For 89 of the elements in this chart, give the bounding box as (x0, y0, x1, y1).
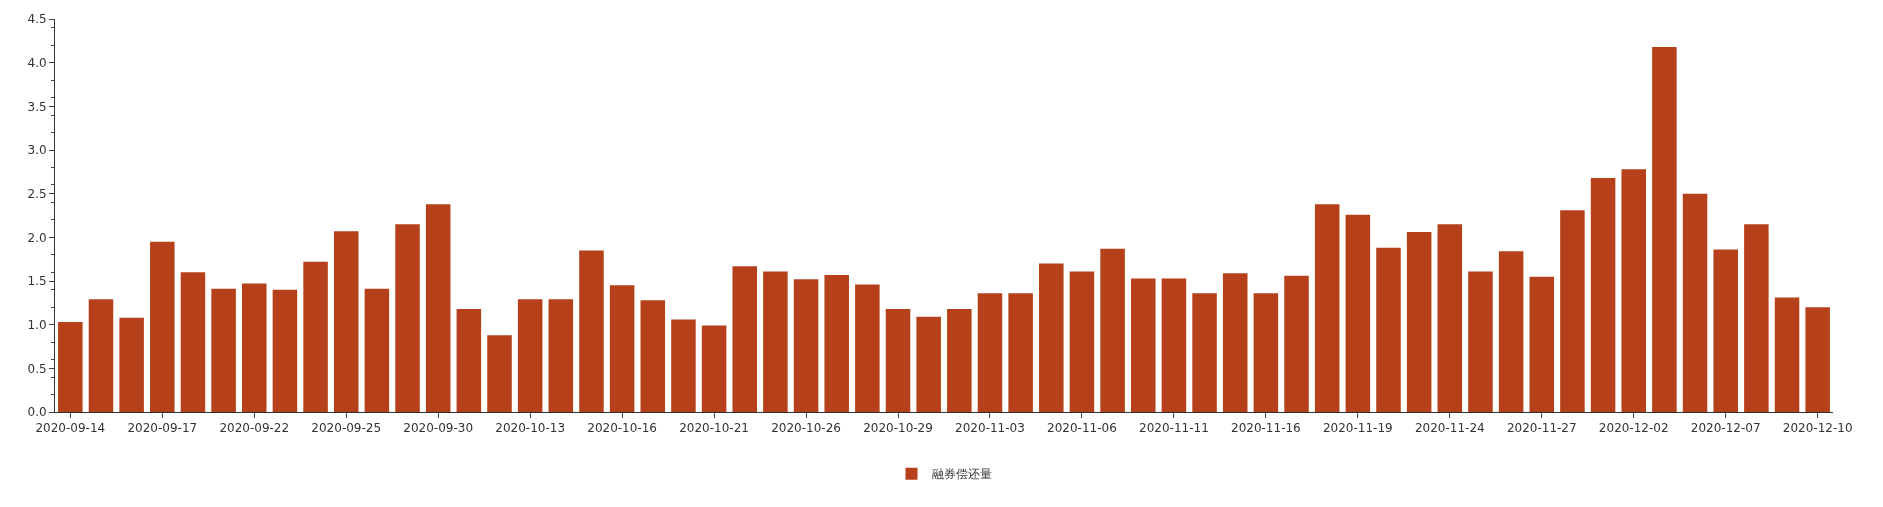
bar (180, 272, 206, 412)
x-tick-label: 2020-10-26 (771, 421, 841, 436)
bar (425, 204, 451, 412)
bar (364, 288, 390, 412)
bar (916, 316, 941, 412)
bar (671, 319, 696, 412)
x-tick-label: 2020-11-16 (1231, 421, 1301, 436)
bar (58, 322, 83, 412)
bar (1039, 263, 1064, 412)
x-tick-label: 2020-11-24 (1414, 421, 1485, 436)
bar (1560, 210, 1585, 412)
x-tick-label: 2020-11-11 (1139, 421, 1209, 436)
bar (1284, 275, 1309, 412)
bar (1621, 169, 1646, 412)
x-tick-label: 2020-12-10 (1782, 421, 1853, 436)
bar (487, 335, 512, 412)
y-tick-label: 0.5 (27, 361, 47, 376)
x-tick-label: 2020-09-14 (35, 421, 106, 436)
x-tick-label: 2020-11-19 (1322, 421, 1393, 436)
bar (1744, 224, 1769, 412)
bar (1069, 271, 1095, 412)
y-tick-label: 1.0 (27, 317, 47, 332)
bar (1805, 307, 1830, 412)
bar (1529, 276, 1555, 412)
bar (609, 285, 635, 412)
bar (732, 266, 757, 412)
bar (242, 283, 267, 412)
bar (150, 241, 175, 412)
bar (1713, 249, 1738, 412)
bar (640, 300, 666, 412)
bar (119, 317, 144, 412)
bar (855, 284, 880, 412)
bar (548, 299, 574, 412)
bar (1406, 232, 1432, 412)
bar (1498, 251, 1524, 412)
y-tick-label: 0.0 (27, 405, 47, 420)
bar (1314, 204, 1340, 412)
y-tick-label: 2.5 (27, 186, 47, 201)
bar (395, 224, 420, 412)
x-tick-label: 2020-09-17 (127, 421, 198, 436)
x-tick-label: 2020-09-25 (311, 421, 382, 436)
bar (701, 325, 727, 412)
bar (1222, 273, 1248, 412)
bar (977, 293, 1003, 412)
bar (1253, 293, 1279, 412)
x-tick-label: 2020-11-03 (955, 421, 1025, 436)
y-tick-label: 4.0 (27, 55, 47, 70)
x-tick-label: 2020-09-22 (219, 421, 290, 436)
bar (1437, 224, 1463, 412)
y-tick-label: 1.5 (27, 274, 47, 289)
bar (333, 231, 359, 412)
bar (579, 250, 604, 412)
bar (763, 271, 788, 412)
bar (211, 288, 236, 412)
x-tick-label: 2020-10-29 (863, 421, 933, 436)
bar (885, 308, 911, 412)
bar (1008, 293, 1033, 412)
y-tick-label: 3.5 (27, 99, 47, 114)
bar (456, 308, 482, 412)
x-tick-label: 2020-09-30 (403, 421, 474, 436)
bar (1376, 247, 1401, 412)
bar (947, 308, 972, 412)
bar (1468, 271, 1493, 412)
bar (793, 279, 819, 412)
x-tick-label: 2020-12-07 (1690, 421, 1761, 436)
bar (1652, 46, 1677, 412)
bar (824, 274, 849, 412)
legend-label: 融券偿还量 (931, 467, 992, 482)
bar (303, 261, 328, 412)
bar (88, 299, 114, 412)
x-tick-label: 2020-10-16 (587, 421, 657, 436)
bar (1682, 193, 1708, 412)
x-tick-label: 2020-12-02 (1598, 421, 1669, 436)
x-tick-label: 2020-11-27 (1506, 421, 1577, 436)
bar (1131, 278, 1156, 412)
y-tick-label: 3.0 (27, 143, 47, 158)
bar (517, 299, 543, 412)
bar (1192, 293, 1217, 412)
bar (1590, 177, 1616, 412)
x-tick-label: 2020-11-06 (1047, 421, 1117, 436)
x-tick-label: 2020-10-21 (679, 421, 749, 436)
bar (1100, 248, 1125, 412)
x-tick-label: 2020-10-13 (495, 421, 566, 436)
bar (1345, 214, 1371, 412)
bar (272, 289, 298, 412)
y-tick-label: 2.0 (27, 230, 47, 245)
bar (1161, 278, 1187, 412)
bar (1774, 297, 1800, 412)
y-tick-label: 4.5 (27, 12, 47, 27)
